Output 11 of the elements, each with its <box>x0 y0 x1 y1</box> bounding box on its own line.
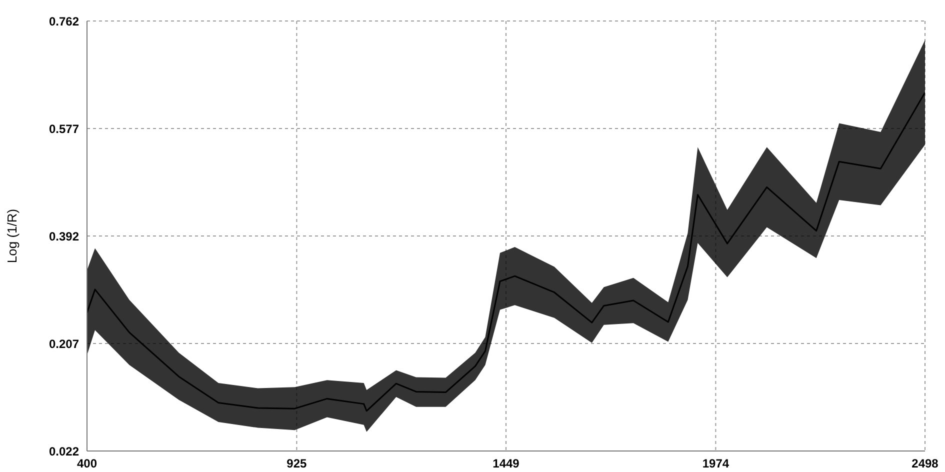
y-tick-label: 0.577 <box>48 122 80 136</box>
x-tick-label: 925 <box>286 456 308 471</box>
y-tick-label: 0.022 <box>48 444 80 458</box>
y-tick-label: 0.392 <box>48 229 80 244</box>
y-tick-label: 0.207 <box>48 336 80 351</box>
x-tick-label: 2498 <box>912 456 939 471</box>
x-tick-label: 1974 <box>702 456 730 471</box>
y-axis-title: Log (1/R) <box>4 208 20 264</box>
x-tick-label: 400 <box>76 456 98 471</box>
x-tick-label: 1449 <box>492 456 520 471</box>
y-tick-label: 0.762 <box>48 14 80 28</box>
